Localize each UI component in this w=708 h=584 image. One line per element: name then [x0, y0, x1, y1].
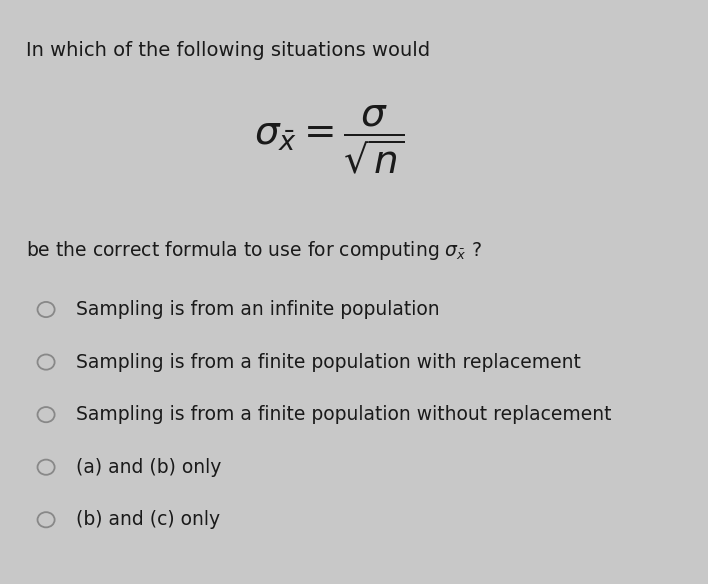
- Text: Sampling is from an infinite population: Sampling is from an infinite population: [76, 300, 439, 319]
- Text: $\sigma_{\bar{x}} = \dfrac{\sigma}{\sqrt{n}}$: $\sigma_{\bar{x}} = \dfrac{\sigma}{\sqrt…: [253, 104, 404, 176]
- Text: Sampling is from a finite population without replacement: Sampling is from a finite population wit…: [76, 405, 611, 424]
- Text: be the correct formula to use for computing $\sigma_{\bar{x}}$ ?: be the correct formula to use for comput…: [26, 239, 482, 262]
- Text: In which of the following situations would: In which of the following situations wou…: [26, 41, 430, 60]
- Text: (a) and (b) only: (a) and (b) only: [76, 458, 221, 477]
- Text: (b) and (c) only: (b) and (c) only: [76, 510, 219, 529]
- Text: Sampling is from a finite population with replacement: Sampling is from a finite population wit…: [76, 353, 581, 371]
